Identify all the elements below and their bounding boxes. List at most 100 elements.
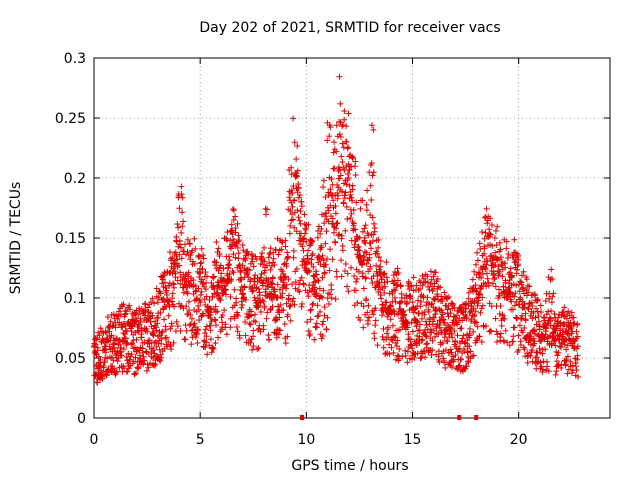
data-point [266,336,273,343]
data-point [476,240,483,247]
data-point [368,245,375,252]
data-point [113,335,120,342]
data-point [113,369,120,376]
data-point [338,273,345,280]
data-point [97,325,104,332]
data-point [328,286,335,293]
y-tick-label: 0.05 [55,351,86,367]
data-point [107,318,114,325]
data-point [424,294,431,301]
data-point [233,299,240,306]
data-point [102,349,109,356]
data-point [260,298,267,305]
data-point [163,291,170,298]
data-point [573,367,580,374]
data-point [270,259,277,266]
data-point [135,364,142,371]
data-point [501,338,508,345]
data-point [338,153,345,160]
data-point [319,321,326,328]
data-point [364,187,371,194]
data-point [340,180,347,187]
data-point [333,268,340,275]
data-point [360,324,367,331]
data-point [123,308,130,315]
data-point [344,283,351,290]
data-point [517,278,524,285]
data-point [172,270,179,277]
data-point [409,328,416,335]
data-point [118,345,125,352]
data-point [176,262,183,269]
data-point [352,172,359,179]
data-point [353,275,360,282]
data-point [290,115,297,122]
data-point [379,312,386,319]
data-point [171,303,178,310]
data-point [113,368,120,375]
data-point [145,364,152,371]
data-point [458,325,465,332]
data-point [572,363,579,370]
data-point [111,344,118,351]
data-point [202,326,209,333]
data-point [261,244,268,251]
data-point [274,235,281,242]
data-point [178,183,185,190]
data-point [498,322,505,329]
data-point [526,283,533,290]
data-point [230,207,237,214]
data-point [367,182,374,189]
data-points [91,73,582,386]
y-tick-label: 0.1 [64,291,86,307]
data-point [314,313,321,320]
data-point [370,169,377,176]
data-point [326,300,333,307]
data-point [492,315,499,322]
data-point [141,300,148,307]
data-point [373,262,380,269]
data-point [362,222,369,229]
y-axis-label: SRMTID / TECUs [8,182,24,295]
data-point [469,276,476,283]
data-point [112,324,119,331]
data-point [319,252,326,259]
data-point [155,294,162,301]
data-point [360,285,367,292]
data-point [92,341,99,348]
data-point [423,322,430,329]
data-point [363,201,370,208]
data-point [454,332,461,339]
data-point [574,320,581,327]
data-point [142,312,149,319]
data-point [173,238,180,245]
data-point [442,364,449,371]
data-point [163,334,170,341]
data-point [361,234,368,241]
data-point [311,336,318,343]
data-point [132,310,139,317]
data-point [169,295,176,302]
data-point [157,309,164,316]
data-point [213,239,220,246]
data-point [156,346,163,353]
data-point [170,280,177,287]
data-point [336,73,343,80]
data-point [215,245,222,252]
data-point [310,300,317,307]
data-point [540,358,547,365]
data-point [104,338,111,345]
data-point [502,327,509,334]
data-point [104,314,111,321]
data-point [180,289,187,296]
data-point [265,254,272,261]
data-point [176,251,183,258]
data-point [159,276,166,283]
data-point [324,255,331,262]
data-point [144,361,151,368]
data-point [197,292,204,299]
data-point [169,254,176,261]
data-point [320,177,327,184]
data-point [357,205,364,212]
